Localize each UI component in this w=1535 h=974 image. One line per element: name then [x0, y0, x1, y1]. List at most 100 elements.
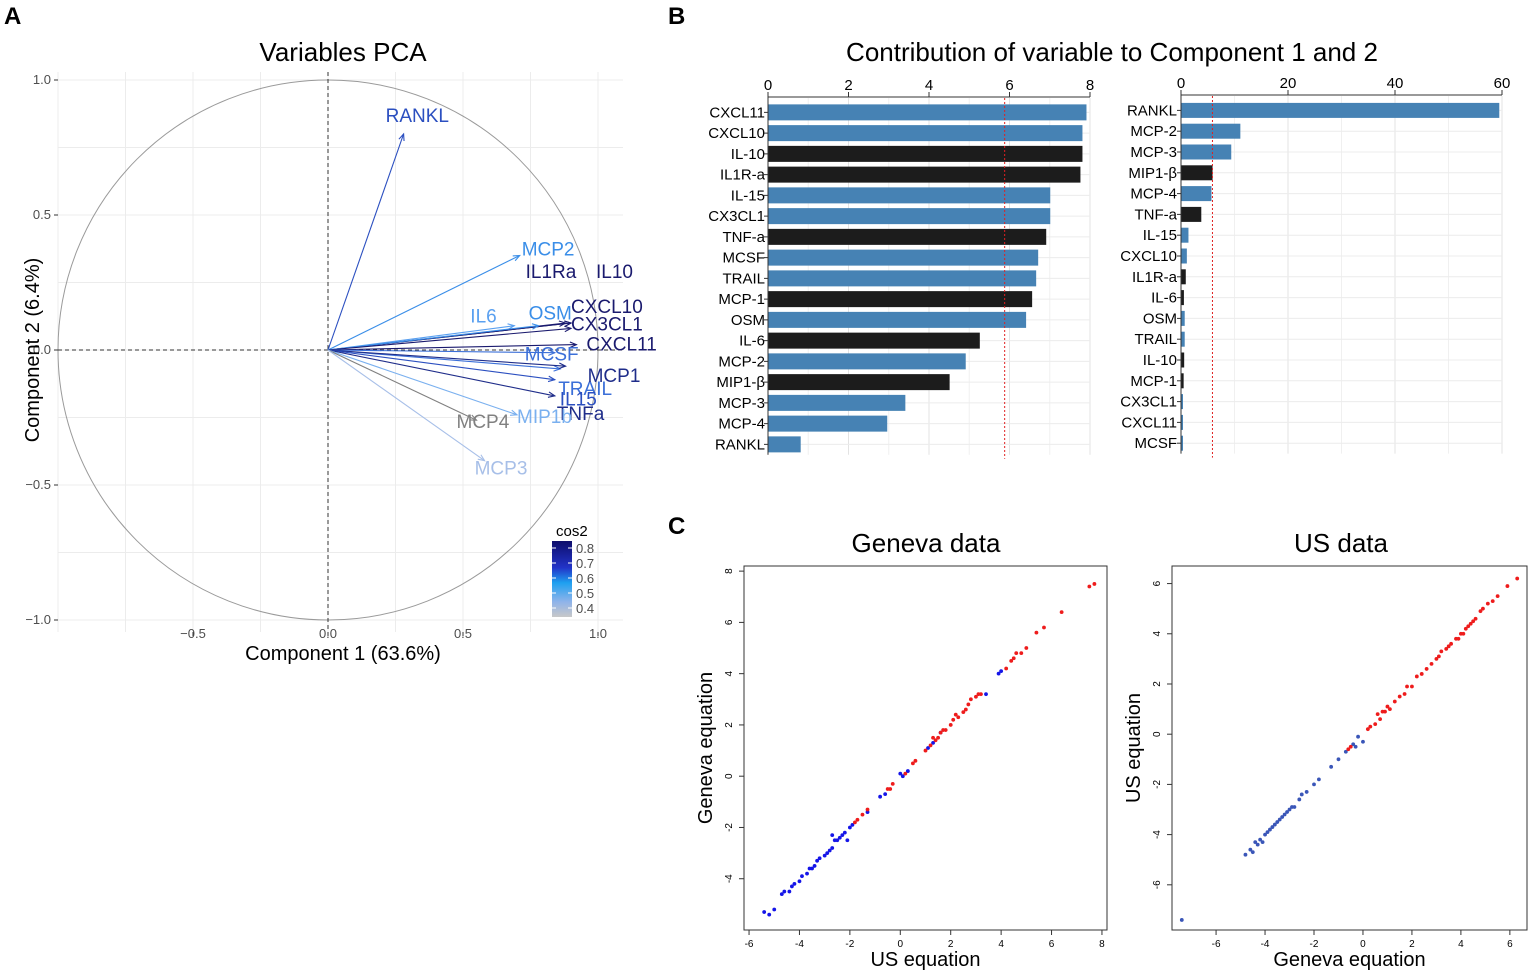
point-group-2: [963, 707, 968, 712]
category-label-il-15: IL-15: [1143, 227, 1177, 244]
arrow-cx3cl1: [327, 327, 572, 351]
point-group-1: [1253, 840, 1258, 845]
category-label-cxcl10: CXCL10: [708, 125, 765, 142]
point-group-1: [1250, 850, 1255, 855]
label-il15: IL15: [560, 390, 597, 411]
x-tick-label: 0: [764, 77, 772, 94]
category-label-mip1: MIP1-β: [716, 374, 765, 391]
point-group-2: [1087, 584, 1092, 589]
point-group-1: [842, 830, 847, 835]
y-tick-label: 1.0: [33, 72, 51, 87]
point-group-1: [1277, 817, 1282, 822]
point-group-2: [974, 694, 978, 699]
category-label-mcp-4: MCP-4: [718, 416, 765, 433]
label-mcp4: MCP4: [457, 412, 510, 433]
point-group-1: [782, 889, 787, 894]
point-group-1: [1179, 918, 1184, 922]
arrow-mcp3: [327, 349, 485, 462]
point-group-2: [1378, 717, 1383, 722]
bar-mcsf: [768, 249, 1039, 266]
bar-cxcl10: [1181, 248, 1187, 264]
arrowhead-trail: [553, 365, 562, 372]
x-tick-label: 6: [1005, 77, 1013, 94]
point-group-2: [1468, 621, 1473, 626]
point-group-1: [845, 838, 850, 843]
scatter-title: Geneva data: [852, 528, 1001, 558]
category-label-rankl: RANKL: [1127, 102, 1177, 119]
bar-osm: [1181, 310, 1185, 326]
y-tick-label: 2: [1152, 681, 1163, 687]
point-group-2: [1436, 654, 1441, 659]
point-group-2: [1485, 601, 1490, 606]
point-group-2: [1373, 722, 1378, 727]
y-tick-label: -2: [724, 823, 735, 832]
category-label-tnf-a: TNF-a: [723, 229, 766, 246]
point-group-2: [948, 723, 953, 727]
point-group-2: [855, 817, 860, 822]
point-group-2: [943, 728, 948, 732]
panel-label-b: B: [668, 3, 685, 30]
point-group-1: [984, 692, 988, 697]
point-group-1: [905, 769, 910, 773]
arrowhead-mcp2: [512, 254, 521, 262]
y-tick-label: 0.5: [33, 207, 51, 222]
bar-cxcl11: [768, 104, 1087, 121]
bar-il-10: [768, 145, 1083, 162]
point-group-1: [1361, 739, 1365, 744]
bar-mcp-3: [768, 394, 906, 411]
arrowhead-il6: [507, 323, 516, 330]
arrow-mcp4: [327, 349, 477, 421]
point-group-1: [1297, 797, 1302, 802]
category-label-il-15: IL-15: [731, 187, 765, 204]
point-group-2: [1505, 584, 1510, 588]
label-tnfa: TNFa: [557, 404, 605, 425]
scatter-y-axis-title: US equation: [1123, 693, 1145, 803]
arrowhead-il15: [547, 375, 557, 383]
category-label-mcsf: MCSF: [723, 250, 766, 267]
bar-tnf-a: [768, 228, 1047, 245]
x-tick-label: 60: [1494, 75, 1511, 92]
point-group-1: [1275, 820, 1280, 824]
point-group-1: [815, 858, 820, 863]
legend-label: 0.7: [576, 556, 594, 571]
category-label-mip1: MIP1-β: [1128, 165, 1177, 182]
pca-variables-plot: 1.0 0.5 0.0 −0.5 −1.0 −0.5 0.0 0.5 1.0 Variables …: [22, 37, 657, 665]
category-label-il-10: IL-10: [1143, 352, 1177, 369]
bar-il-10: [1181, 352, 1185, 368]
category-label-mcp-1: MCP-1: [1130, 373, 1177, 390]
point-group-2: [1463, 626, 1468, 631]
pca-y-axis-title: Component 2 (6.4%): [22, 258, 44, 443]
label-rankl: RANKL: [386, 106, 449, 127]
point-group-2: [1461, 631, 1466, 636]
arrow-mcp2: [327, 255, 520, 351]
x-tick-label: 6: [1049, 939, 1055, 950]
point-group-1: [847, 825, 852, 830]
x-tick-label: 20: [1280, 75, 1297, 92]
legend-label: 0.6: [576, 571, 594, 586]
x-tick-label: 4: [998, 939, 1004, 950]
category-label-il1r-a: IL1R-a: [720, 167, 766, 184]
label-cx3cl1: CX3CL1: [571, 314, 643, 335]
arrowhead-cx3cl1: [564, 325, 573, 333]
label-mcsf: MCSF: [525, 345, 579, 366]
category-label-il-10: IL-10: [731, 146, 765, 163]
point-group-1: [1243, 852, 1248, 857]
arrowhead-il1ra: [558, 320, 568, 327]
point-group-2: [933, 738, 938, 743]
point-group-1: [817, 856, 822, 861]
point-group-2: [910, 761, 915, 766]
point-group-2: [1473, 616, 1478, 621]
x-tick-label: 8: [1099, 939, 1105, 950]
point-group-2: [888, 787, 893, 791]
point-group-2: [860, 812, 865, 817]
point-group-1: [810, 866, 814, 871]
bar-il-6: [1181, 290, 1184, 306]
category-label-mcp-3: MCP-3: [718, 395, 765, 412]
point-group-2: [1424, 667, 1429, 671]
y-tick-label: 2: [724, 722, 735, 728]
point-group-2: [890, 781, 895, 786]
point-group-1: [926, 746, 930, 750]
arrowhead-mip1b: [509, 409, 519, 416]
point-group-2: [1387, 707, 1392, 711]
bar-rankl: [768, 436, 801, 453]
